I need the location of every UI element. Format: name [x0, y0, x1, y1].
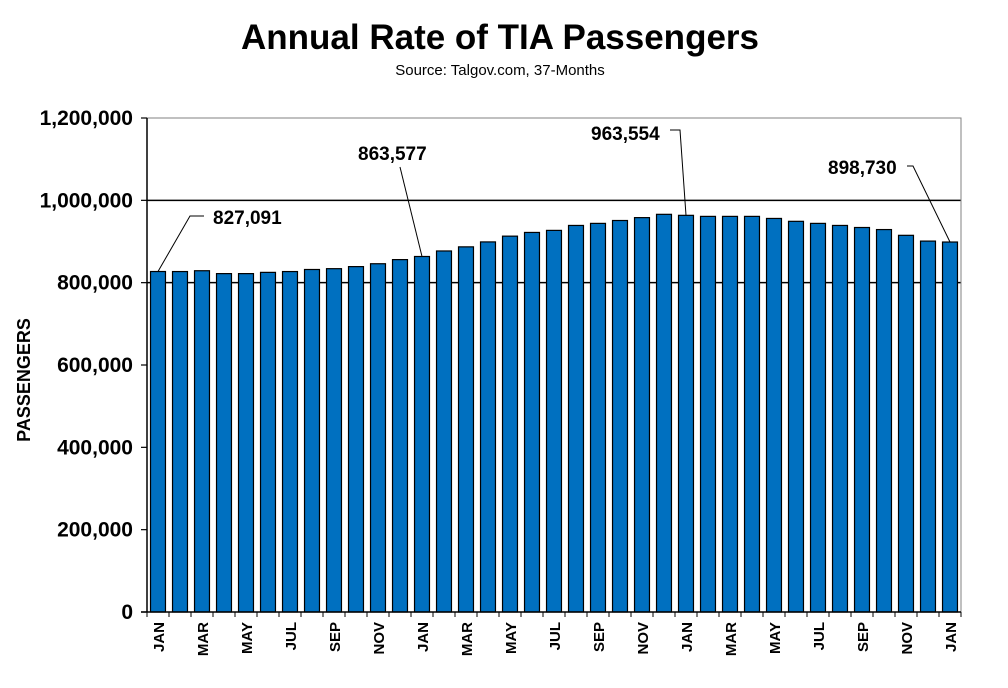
y-tick-label: 600,000: [57, 354, 133, 377]
bar: [611, 219, 629, 613]
bar: [303, 268, 321, 613]
bar: [281, 270, 299, 613]
bar: [809, 222, 827, 613]
x-tick-label: NOV: [899, 622, 916, 655]
bar: [919, 240, 937, 613]
bar: [897, 234, 915, 613]
bar: [435, 250, 453, 613]
x-tick-label: JUL: [811, 622, 828, 650]
y-tick-label: 1,000,000: [40, 189, 133, 212]
annotation-leader-line: [157, 215, 204, 272]
x-tick-label: SEP: [855, 622, 872, 652]
bar: [633, 217, 651, 613]
x-tick-label: NOV: [635, 622, 652, 655]
annotation-leader-line: [907, 165, 951, 243]
bar: [743, 215, 761, 613]
bar: [501, 235, 519, 613]
bar: [215, 273, 233, 613]
bar: [413, 255, 431, 613]
bar: [391, 259, 409, 613]
bar: [721, 215, 739, 613]
bar: [589, 222, 607, 613]
data-label: 963,554: [591, 124, 660, 145]
bar: [369, 263, 387, 613]
y-tick-label: 200,000: [57, 519, 133, 542]
x-tick-label: SEP: [591, 622, 608, 652]
bar: [149, 270, 167, 613]
data-label: 863,577: [358, 144, 427, 165]
bar: [479, 241, 497, 613]
bar: [787, 220, 805, 613]
annotation-leader-line: [670, 129, 687, 216]
bar: [875, 228, 893, 613]
bar: [347, 266, 365, 613]
bar: [655, 213, 673, 613]
bar: [259, 271, 277, 613]
bar: [237, 273, 255, 613]
annotation-leader-line: [399, 166, 423, 257]
y-tick-label: 400,000: [57, 436, 133, 459]
x-tick-label: JUL: [283, 622, 300, 650]
y-tick-label: 0: [121, 601, 133, 624]
x-tick-label: MAR: [459, 622, 476, 656]
bar: [941, 241, 959, 613]
bar: [457, 246, 475, 613]
x-tick-label: JAN: [679, 622, 696, 652]
bar: [193, 270, 211, 613]
bar: [567, 224, 585, 613]
chart-subtitle: Source: Talgov.com, 37-Months: [395, 62, 605, 79]
bar: [523, 231, 541, 613]
bar: [171, 270, 189, 613]
y-axis-label: PASSENGERS: [14, 318, 34, 442]
y-tick-label: 1,200,000: [40, 107, 133, 130]
bar: [699, 215, 717, 613]
x-tick-label: NOV: [371, 622, 388, 655]
x-tick-label: MAR: [723, 622, 740, 656]
x-tick-label: JUL: [547, 622, 564, 650]
bar: [325, 268, 343, 613]
x-tick-label: MAY: [767, 622, 784, 654]
x-tick-label: MAY: [503, 622, 520, 654]
bar: [677, 214, 695, 613]
chart-title: Annual Rate of TIA Passengers: [241, 18, 759, 57]
bar: [831, 224, 849, 613]
x-tick-label: JAN: [415, 622, 432, 652]
y-tick-label: 800,000: [57, 272, 133, 295]
x-tick-label: JAN: [943, 622, 960, 652]
x-tick-label: MAR: [195, 622, 212, 656]
bar: [545, 229, 563, 613]
data-label: 898,730: [828, 158, 897, 179]
bar: [765, 217, 783, 613]
x-tick-label: JAN: [151, 622, 168, 652]
x-tick-label: SEP: [327, 622, 344, 652]
x-tick-label: MAY: [239, 622, 256, 654]
data-label: 827,091: [213, 208, 282, 229]
bar: [853, 226, 871, 613]
